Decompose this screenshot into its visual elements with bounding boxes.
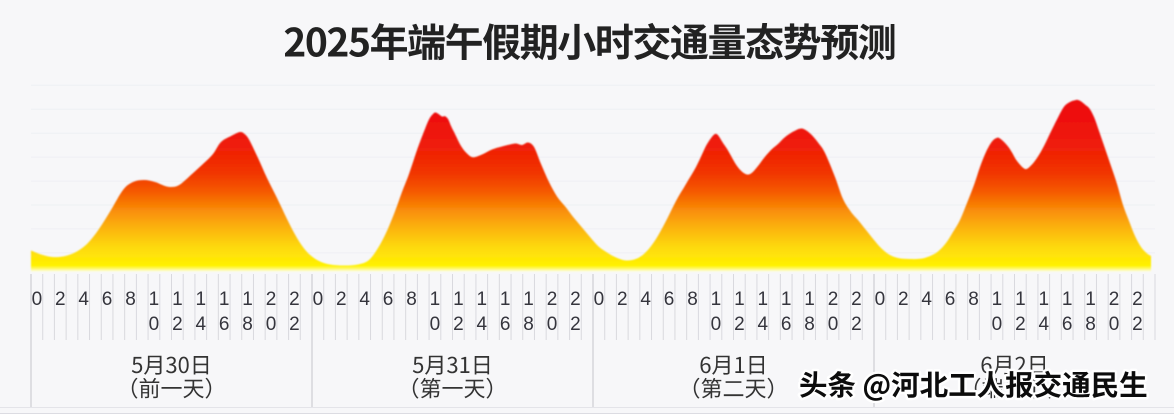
svg-text:0: 0 [711,314,722,335]
svg-text:1: 1 [1039,289,1050,310]
svg-text:2: 2 [1132,289,1143,310]
svg-text:8: 8 [1085,314,1096,335]
svg-text:8: 8 [523,314,534,335]
svg-text:1: 1 [711,289,722,310]
svg-text:1: 1 [1015,289,1026,310]
svg-text:1: 1 [430,289,441,310]
svg-text:2: 2 [1132,314,1143,335]
svg-text:4: 4 [921,289,932,310]
svg-text:4: 4 [758,314,769,335]
svg-text:4: 4 [78,289,89,310]
svg-text:0: 0 [430,314,441,335]
svg-text:2: 2 [734,314,745,335]
svg-text:1: 1 [734,289,745,310]
svg-text:4: 4 [477,314,488,335]
svg-text:2: 2 [570,289,581,310]
svg-text:8: 8 [406,289,417,310]
svg-text:1: 1 [758,289,769,310]
svg-text:6: 6 [781,314,792,335]
svg-text:2: 2 [55,289,66,310]
svg-text:2: 2 [851,314,862,335]
svg-text:6: 6 [664,289,675,310]
svg-text:2: 2 [289,314,300,335]
svg-text:0: 0 [828,314,839,335]
svg-text:1: 1 [1085,289,1096,310]
svg-text:1: 1 [1062,289,1073,310]
svg-text:4: 4 [359,289,370,310]
svg-text:1: 1 [149,289,160,310]
svg-text:6: 6 [383,289,394,310]
svg-text:6: 6 [1062,314,1073,335]
svg-text:2: 2 [1015,314,1026,335]
svg-text:1: 1 [500,289,511,310]
svg-text:8: 8 [968,289,979,310]
svg-text:0: 0 [313,289,324,310]
svg-text:0: 0 [149,314,160,335]
svg-text:2: 2 [266,289,277,310]
svg-text:6: 6 [219,314,230,335]
svg-text:0: 0 [594,289,605,310]
svg-text:0: 0 [266,314,277,335]
svg-text:6: 6 [500,314,511,335]
svg-text:0: 0 [992,314,1003,335]
svg-text:1: 1 [453,289,464,310]
svg-text:1: 1 [477,289,488,310]
svg-text:2: 2 [617,289,628,310]
svg-text:4: 4 [196,314,207,335]
svg-text:2: 2 [453,314,464,335]
svg-text:1: 1 [196,289,207,310]
svg-text:1: 1 [781,289,792,310]
svg-text:6: 6 [102,289,113,310]
svg-text:2: 2 [851,289,862,310]
svg-text:2: 2 [898,289,909,310]
svg-text:1: 1 [523,289,534,310]
svg-text:8: 8 [804,314,815,335]
svg-text:1: 1 [172,289,183,310]
svg-text:0: 0 [547,314,558,335]
svg-text:8: 8 [125,289,136,310]
svg-text:1: 1 [804,289,815,310]
svg-text:2: 2 [547,289,558,310]
svg-text:2: 2 [828,289,839,310]
svg-text:6: 6 [945,289,956,310]
svg-text:1: 1 [242,289,253,310]
svg-text:0: 0 [32,289,43,310]
svg-text:2: 2 [172,314,183,335]
svg-text:2: 2 [570,314,581,335]
svg-text:0: 0 [875,289,886,310]
svg-text:0: 0 [1109,314,1120,335]
svg-text:4: 4 [1039,314,1050,335]
svg-text:4: 4 [640,289,651,310]
svg-text:1: 1 [219,289,230,310]
svg-text:2: 2 [1109,289,1120,310]
svg-text:8: 8 [242,314,253,335]
svg-text:2: 2 [289,289,300,310]
svg-text:8: 8 [687,289,698,310]
svg-text:1: 1 [992,289,1003,310]
svg-text:2: 2 [336,289,347,310]
